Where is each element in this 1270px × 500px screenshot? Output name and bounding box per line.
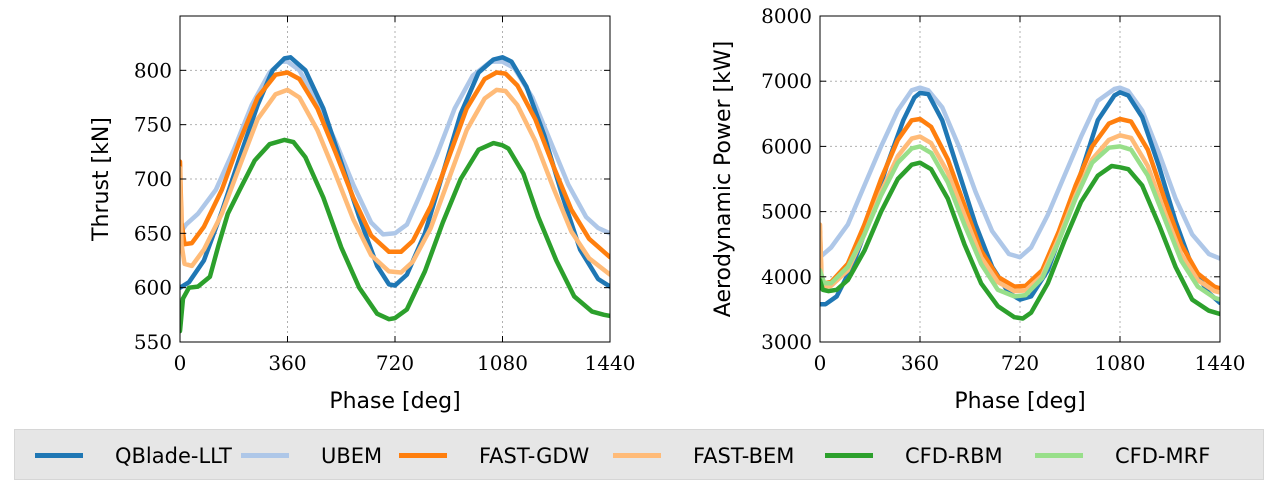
legend-item-fast-bem: FAST-BEM xyxy=(613,430,794,481)
y-tick-label: 550 xyxy=(134,330,172,354)
legend: QBlade-LLT UBEM FAST-GDW FAST-BEM CFD-RB… xyxy=(14,429,1264,480)
legend-label: UBEM xyxy=(321,443,383,468)
y-axis-title: Thrust [kN] xyxy=(89,117,114,242)
y-tick-label: 650 xyxy=(134,221,172,245)
x-tick-label: 0 xyxy=(814,351,827,375)
x-tick-label: 720 xyxy=(376,351,414,375)
x-tick-label: 0 xyxy=(174,351,187,375)
x-tick-label: 720 xyxy=(1001,351,1039,375)
legend-label: FAST-GDW xyxy=(479,443,590,468)
legend-item-cfd-rbm: CFD-RBM xyxy=(825,430,1003,481)
series-line-fast-gdw xyxy=(180,70,610,260)
chart-panel-1: 0 360 720 1080 1440 550 600 650 700 750 800 Phase [… xyxy=(89,15,636,414)
y-tick-label: 4000 xyxy=(761,265,812,289)
series-line-cfd-rbm xyxy=(180,137,610,334)
y-tick-label: 7000 xyxy=(761,69,812,93)
chart-panel-2: 0 360 720 1080 1440 3000 4000 5000 6000 7000 8000 P… xyxy=(711,4,1245,414)
legend-item-qblade-llt: QBlade-LLT xyxy=(35,430,232,481)
x-tick-label: 360 xyxy=(901,351,939,375)
legend-label: FAST-BEM xyxy=(693,443,795,468)
x-tick-label: 1080 xyxy=(477,351,528,375)
series-line-ubem xyxy=(820,85,1220,261)
series-group xyxy=(180,55,610,334)
series-line-fast-bem xyxy=(180,87,610,277)
legend-item-cfd-mrf: CFD-MRF xyxy=(1035,430,1210,481)
series-line-fast-gdw xyxy=(820,116,1220,291)
x-tick-label: 1080 xyxy=(1095,351,1146,375)
legend-item-fast-gdw: FAST-GDW xyxy=(399,430,589,481)
legend-swatch xyxy=(241,453,289,458)
legend-swatch xyxy=(613,453,661,458)
charts-canvas: 0 360 720 1080 1440 550 600 650 700 750 800 Phase [… xyxy=(89,4,1245,414)
x-axis-title: Phase [deg] xyxy=(329,389,460,414)
x-tick-label: 1440 xyxy=(1195,351,1246,375)
series-line-qblade-llt xyxy=(180,55,610,290)
series-line-cfd-mrf xyxy=(820,144,1220,302)
y-tick-label: 6000 xyxy=(761,134,812,158)
x-tick-label: 360 xyxy=(268,351,306,375)
legend-swatch xyxy=(35,453,83,458)
y-tick-label: 3000 xyxy=(761,330,812,354)
series-line-cfd-rbm xyxy=(820,160,1220,321)
y-tick-label: 5000 xyxy=(761,200,812,224)
y-tick-label: 8000 xyxy=(761,4,812,28)
y-tick-label: 800 xyxy=(134,58,172,82)
y-tick-label: 600 xyxy=(134,276,172,300)
y-tick-label: 750 xyxy=(134,113,172,137)
legend-label: CFD-RBM xyxy=(905,443,1003,468)
legend-swatch xyxy=(1035,453,1083,458)
y-tick-label: 700 xyxy=(134,167,172,191)
legend-label: CFD-MRF xyxy=(1115,443,1211,468)
x-axis-title: Phase [deg] xyxy=(954,389,1085,414)
legend-label: QBlade-LLT xyxy=(115,443,232,468)
legend-item-ubem: UBEM xyxy=(241,430,382,481)
x-tick-label: 1440 xyxy=(585,351,636,375)
series-group xyxy=(820,85,1220,321)
legend-swatch xyxy=(825,453,873,458)
legend-swatch xyxy=(399,453,447,458)
y-axis-title: Aerodynamic Power [kW] xyxy=(711,41,736,317)
